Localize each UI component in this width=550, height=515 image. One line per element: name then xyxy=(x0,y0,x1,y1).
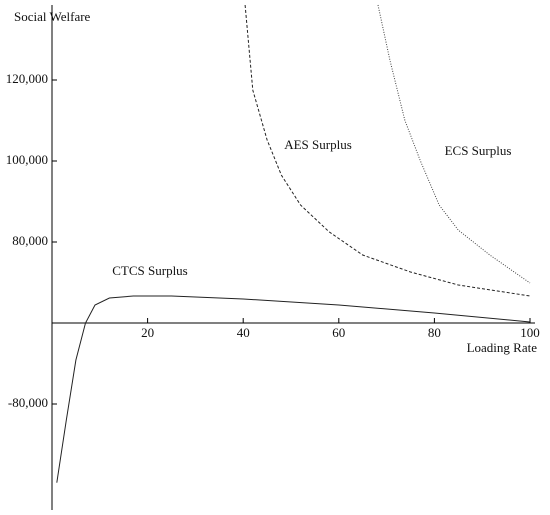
series-line xyxy=(56,295,531,483)
y-tick-label: 80,000 xyxy=(12,233,48,248)
y-tick-label: 100,000 xyxy=(6,152,48,167)
series-line xyxy=(244,4,531,297)
series-label: CTCS Surplus xyxy=(112,263,188,278)
series-line xyxy=(377,4,531,284)
series-label: AES Surplus xyxy=(284,137,352,152)
x-tick-label: 40 xyxy=(237,325,250,340)
x-axis-title: Loading Rate xyxy=(467,340,538,355)
y-tick-label: 120,000 xyxy=(6,71,48,86)
x-tick-label: 100 xyxy=(520,325,540,340)
y-tick-label: -80,000 xyxy=(8,395,48,410)
x-tick-label: 60 xyxy=(332,325,345,340)
x-tick-label: 20 xyxy=(141,325,154,340)
x-tick-label: 80 xyxy=(428,325,441,340)
series-label: ECS Surplus xyxy=(445,143,512,158)
